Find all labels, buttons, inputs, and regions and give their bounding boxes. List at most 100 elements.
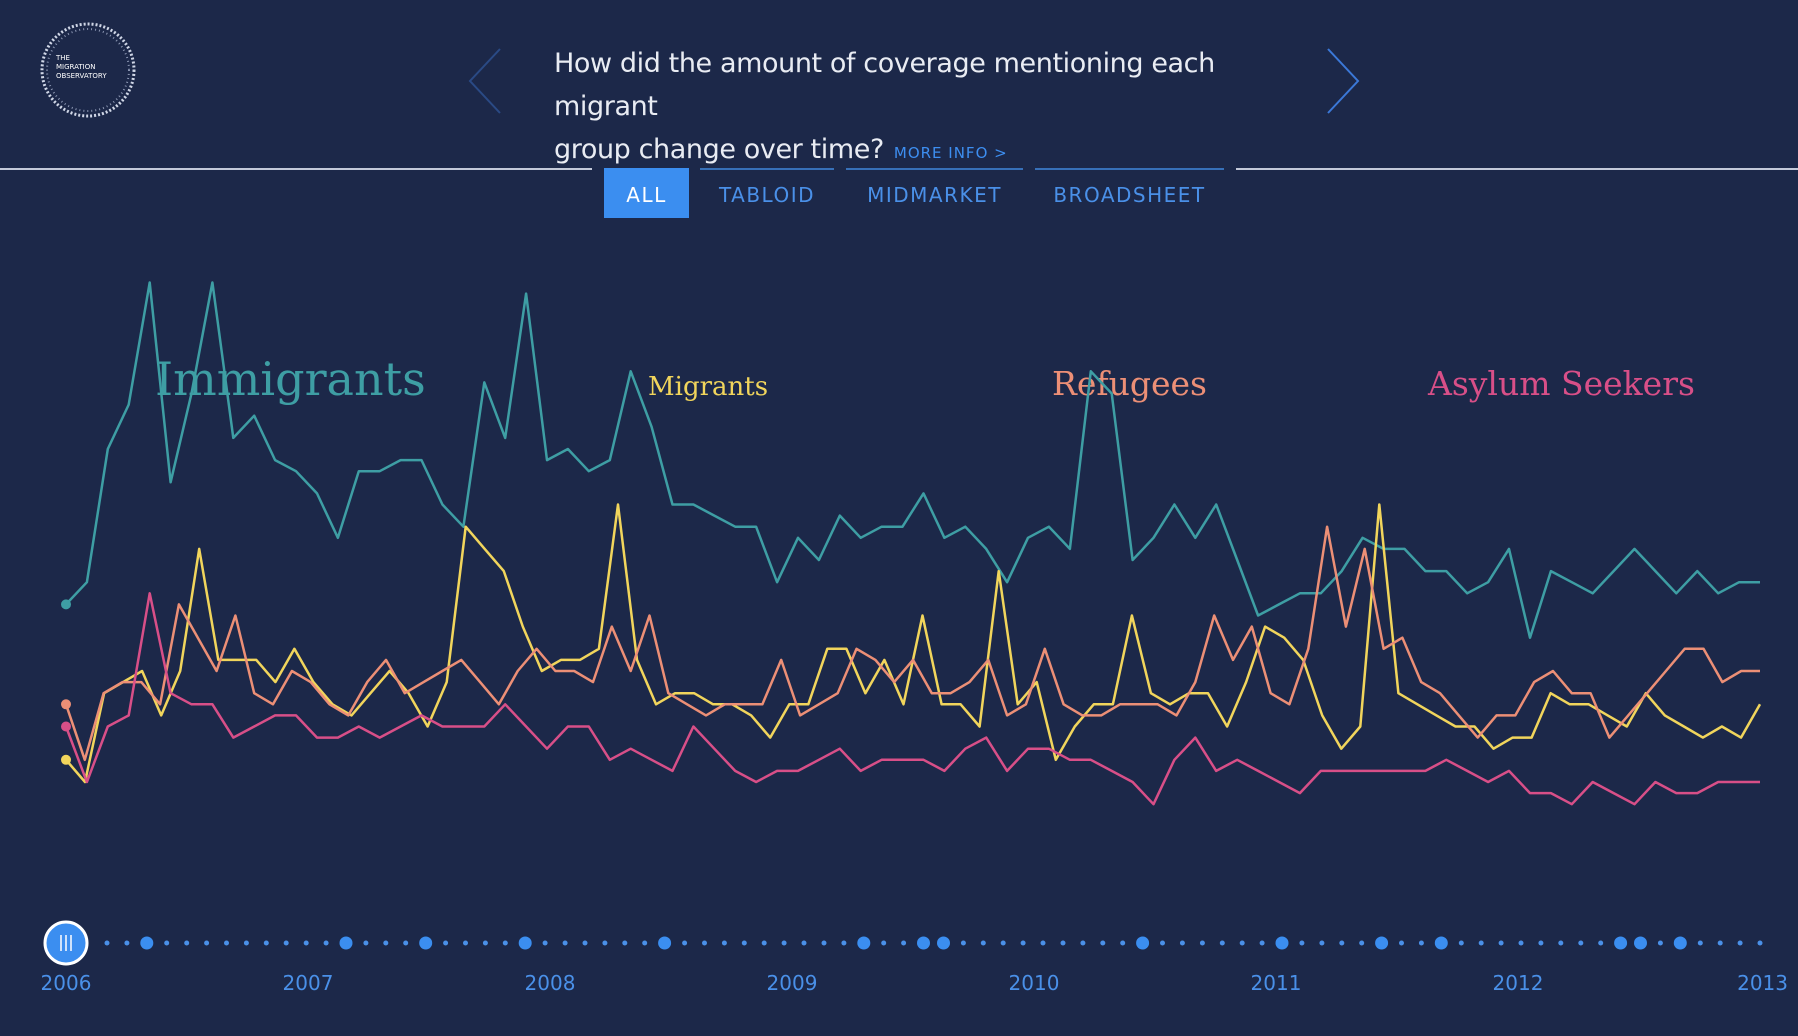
- timeline-marker[interactable]: [1737, 940, 1743, 946]
- timeline-marker[interactable]: [841, 940, 847, 946]
- timeline-marker[interactable]: [960, 940, 966, 946]
- timeline-marker[interactable]: [1239, 940, 1245, 946]
- timeline-marker[interactable]: [1120, 940, 1126, 946]
- timeline-marker[interactable]: [1000, 940, 1006, 946]
- timeline-marker[interactable]: [502, 940, 508, 946]
- timeline-marker[interactable]: [761, 940, 767, 946]
- timeline-marker[interactable]: [140, 936, 154, 950]
- timeline-marker[interactable]: [184, 940, 190, 946]
- timeline-marker[interactable]: [482, 940, 488, 946]
- timeline-marker[interactable]: [1598, 940, 1604, 946]
- timeline-marker[interactable]: [1578, 940, 1584, 946]
- timeline-marker[interactable]: [204, 940, 210, 946]
- tab-midmarket[interactable]: MIDMARKET: [846, 168, 1023, 218]
- timeline-marker[interactable]: [1657, 940, 1663, 946]
- timeline-marker[interactable]: [164, 940, 170, 946]
- timeline-marker[interactable]: [1319, 940, 1325, 946]
- timeline-marker[interactable]: [821, 940, 827, 946]
- timeline-marker[interactable]: [463, 940, 468, 946]
- year-tick-label[interactable]: 2013: [1737, 971, 1788, 995]
- timeline-marker[interactable]: [682, 940, 688, 946]
- timeline-marker[interactable]: [283, 940, 289, 946]
- timeline-marker[interactable]: [104, 940, 110, 946]
- timeline-marker[interactable]: [582, 940, 588, 946]
- timeline-marker[interactable]: [1717, 940, 1723, 946]
- timeline-marker[interactable]: [917, 936, 930, 950]
- timeline-marker[interactable]: [901, 940, 907, 946]
- timeline-marker[interactable]: [1179, 940, 1185, 946]
- timeline-marker[interactable]: [1673, 936, 1687, 950]
- next-arrow-icon[interactable]: [1318, 44, 1368, 154]
- timeline-marker[interactable]: [602, 940, 608, 946]
- timeline-marker[interactable]: [323, 940, 329, 946]
- timeline-marker[interactable]: [1219, 940, 1225, 946]
- timeline-marker[interactable]: [721, 940, 727, 946]
- timeline-marker[interactable]: [881, 940, 887, 946]
- timeline-marker[interactable]: [1339, 940, 1345, 946]
- timeline-marker[interactable]: [363, 940, 369, 946]
- timeline-marker[interactable]: [1160, 940, 1165, 946]
- timeline-marker[interactable]: [1100, 940, 1106, 946]
- timeline-marker[interactable]: [1518, 940, 1524, 946]
- timeline-marker[interactable]: [383, 940, 389, 946]
- timeline-marker[interactable]: [1275, 936, 1289, 950]
- timeline-marker[interactable]: [1136, 936, 1150, 950]
- timeline-marker[interactable]: [937, 936, 950, 950]
- timeline-marker[interactable]: [1359, 940, 1365, 946]
- year-tick-label[interactable]: 2010: [1009, 971, 1060, 995]
- previous-arrow-icon[interactable]: [462, 44, 512, 154]
- timeline-marker[interactable]: [702, 940, 707, 946]
- timeline-marker[interactable]: [642, 940, 648, 946]
- timeline-marker[interactable]: [857, 936, 871, 950]
- timeline-marker[interactable]: [419, 936, 433, 950]
- timeline-marker[interactable]: [658, 936, 672, 950]
- timeline-marker[interactable]: [1757, 940, 1763, 946]
- more-info-link[interactable]: MORE INFO >: [893, 144, 1008, 162]
- year-tick-label[interactable]: 2006: [41, 971, 92, 995]
- timeline-marker[interactable]: [1434, 936, 1448, 950]
- label-asylum-seekers[interactable]: Asylum Seekers: [1428, 364, 1695, 403]
- timeline-marker[interactable]: [980, 940, 986, 946]
- timeline-marker[interactable]: [124, 940, 130, 946]
- tab-tabloid[interactable]: TABLOID: [700, 168, 834, 218]
- timeline-marker[interactable]: [1020, 940, 1026, 946]
- timeline-marker[interactable]: [1299, 940, 1305, 946]
- timeline-marker[interactable]: [1060, 940, 1066, 946]
- timeline-marker[interactable]: [1614, 936, 1628, 950]
- year-tick-label[interactable]: 2012: [1493, 971, 1544, 995]
- timeline-marker[interactable]: [443, 940, 449, 946]
- timeline-marker[interactable]: [1399, 940, 1404, 946]
- timeline-marker[interactable]: [542, 940, 548, 946]
- timeline-marker[interactable]: [1080, 940, 1086, 946]
- timeline-marker[interactable]: [224, 940, 229, 946]
- timeline-marker[interactable]: [1558, 940, 1564, 946]
- timeline-marker[interactable]: [801, 940, 807, 946]
- year-tick-label[interactable]: 2009: [767, 971, 818, 995]
- timeline-marker[interactable]: [1634, 936, 1647, 950]
- year-tick-label[interactable]: 2007: [283, 971, 334, 995]
- timeline-marker[interactable]: [622, 940, 628, 946]
- timeline-marker[interactable]: [243, 940, 249, 946]
- label-immigrants[interactable]: Immigrants: [155, 352, 426, 406]
- timeline-marker[interactable]: [1375, 936, 1389, 950]
- timeline-marker[interactable]: [1418, 940, 1424, 946]
- label-migrants[interactable]: Migrants: [648, 372, 769, 402]
- migration-observatory-logo[interactable]: THE MIGRATION OBSERVATORY: [38, 20, 138, 120]
- timeline-marker[interactable]: [1199, 940, 1205, 946]
- timeline-marker[interactable]: [518, 936, 532, 950]
- timeline-marker[interactable]: [1259, 940, 1265, 946]
- timeline-marker[interactable]: [1697, 940, 1703, 946]
- timeline-marker[interactable]: [1478, 940, 1484, 946]
- label-refugees[interactable]: Refugees: [1052, 364, 1207, 403]
- timeline-marker[interactable]: [263, 940, 269, 946]
- timeline-marker[interactable]: [1498, 940, 1504, 946]
- tab-all[interactable]: ALL: [604, 168, 689, 218]
- year-tick-label[interactable]: 2008: [525, 971, 576, 995]
- timeline-marker[interactable]: [1458, 940, 1464, 946]
- timeline-marker[interactable]: [1040, 940, 1046, 946]
- tab-broadsheet[interactable]: BROADSHEET: [1035, 168, 1224, 218]
- timeline-marker[interactable]: [562, 940, 568, 946]
- timeline-marker[interactable]: [1538, 940, 1544, 946]
- timeline-marker[interactable]: [303, 940, 309, 946]
- timeline-marker[interactable]: [339, 936, 353, 950]
